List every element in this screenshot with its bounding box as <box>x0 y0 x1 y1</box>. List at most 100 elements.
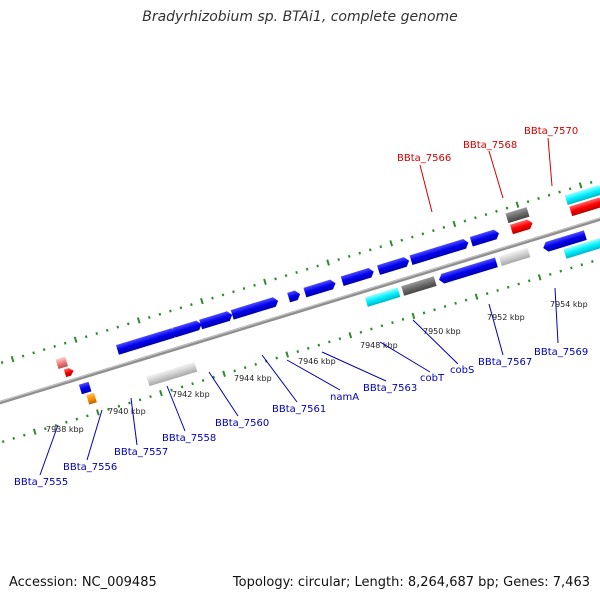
gene-feature[interactable] <box>230 296 280 320</box>
minor-tick <box>116 325 120 329</box>
minor-tick <box>559 269 563 273</box>
minor-tick <box>191 382 194 386</box>
minor-tick <box>359 330 363 334</box>
gene-label-lower[interactable]: BBta_7555 <box>14 477 68 488</box>
major-tick <box>73 336 78 343</box>
minor-tick <box>463 219 467 223</box>
gene-feature[interactable] <box>146 362 198 387</box>
gene-feature[interactable] <box>115 327 178 355</box>
gene-feature[interactable] <box>364 287 401 307</box>
gene-feature[interactable] <box>409 238 470 265</box>
leader-line <box>166 385 186 432</box>
gene-feature[interactable] <box>303 279 337 298</box>
gene-label-lower[interactable]: BBta_7558 <box>162 433 216 444</box>
minor-tick <box>347 254 351 258</box>
major-tick <box>452 220 457 228</box>
minor-tick <box>211 296 214 300</box>
gene-feature[interactable] <box>498 247 531 266</box>
gene-label-lower[interactable]: BBta_7561 <box>272 404 326 415</box>
minor-tick <box>44 427 47 431</box>
genome-summary: Topology: circular; Length: 8,264,687 bp… <box>232 575 590 590</box>
gene-label-lower[interactable]: BBta_7563 <box>363 383 417 394</box>
gene-feature[interactable] <box>438 257 498 285</box>
gene-label-lower[interactable]: cobS <box>450 365 474 376</box>
major-tick <box>389 240 394 247</box>
leader-line <box>86 409 103 461</box>
minor-tick <box>495 209 498 213</box>
gene-label-upper[interactable]: BBta_7568 <box>463 140 517 151</box>
accession-text: Accession: NC_009485 <box>9 575 157 590</box>
minor-tick <box>243 366 247 370</box>
minor-tick <box>505 206 509 210</box>
major-tick <box>159 389 163 397</box>
kbp-label: 7938 kbp <box>46 425 84 434</box>
gene-feature[interactable] <box>63 367 75 378</box>
minor-tick <box>380 324 384 328</box>
gene-label-lower[interactable]: cobT <box>420 373 445 384</box>
gene-label-lower[interactable]: BBta_7567 <box>478 357 532 368</box>
minor-tick <box>232 290 235 294</box>
gene-feature[interactable] <box>505 207 530 224</box>
gene-label-lower[interactable]: namA <box>330 392 359 403</box>
leader-line <box>286 359 341 391</box>
genome-track <box>0 103 600 444</box>
major-tick <box>348 332 353 339</box>
minor-tick <box>233 369 236 373</box>
gene-label-lower[interactable]: BBta_7557 <box>114 447 168 458</box>
leader-line <box>554 287 559 344</box>
minor-tick <box>368 248 372 252</box>
minor-tick <box>484 213 488 217</box>
major-tick <box>474 293 479 300</box>
minor-tick <box>338 337 342 341</box>
gene-feature[interactable] <box>78 381 92 395</box>
genome-title: Bradyrhizobium sp. BTAi1, complete genom… <box>142 9 458 25</box>
minor-tick <box>442 225 446 229</box>
minor-tick <box>126 322 130 326</box>
gene-feature[interactable] <box>287 289 301 303</box>
minor-tick <box>433 308 436 312</box>
gene-feature[interactable] <box>542 230 587 252</box>
gene-feature[interactable] <box>172 319 203 338</box>
gene-feature[interactable] <box>401 276 437 296</box>
leader-line <box>547 137 553 187</box>
gene-feature[interactable] <box>340 267 375 287</box>
gene-feature[interactable] <box>55 356 69 370</box>
minor-tick <box>358 251 362 255</box>
minor-tick <box>421 232 425 236</box>
minor-tick <box>337 258 341 262</box>
minor-tick <box>317 343 321 347</box>
gene-feature[interactable] <box>564 184 600 205</box>
gene-label-upper[interactable]: BBta_7566 <box>397 153 451 164</box>
gene-feature[interactable] <box>563 238 600 259</box>
gene-feature[interactable] <box>509 218 534 235</box>
gene-label-lower[interactable]: BBta_7569 <box>534 347 588 358</box>
kbp-label: 7950 kbp <box>423 327 461 336</box>
minor-tick <box>569 266 573 270</box>
leader-line <box>208 371 239 417</box>
minor-tick <box>180 385 184 389</box>
leader-line <box>39 424 59 476</box>
minor-tick <box>179 306 183 310</box>
major-tick <box>411 312 416 320</box>
minor-tick <box>464 298 468 302</box>
minor-tick <box>86 414 89 418</box>
gene-label-upper[interactable]: BBta_7570 <box>524 126 578 137</box>
minor-tick <box>296 350 300 354</box>
gene-feature[interactable] <box>86 392 97 405</box>
leader-line <box>488 150 504 199</box>
gene-feature[interactable] <box>199 310 233 330</box>
gene-feature[interactable] <box>569 196 600 217</box>
minor-tick <box>274 277 277 281</box>
gene-label-lower[interactable]: BBta_7560 <box>215 418 269 429</box>
gene-feature[interactable] <box>469 229 501 247</box>
leader-line <box>261 354 298 403</box>
leader-line <box>412 319 459 365</box>
major-tick <box>32 428 37 435</box>
minor-tick <box>517 282 521 286</box>
minor-tick <box>221 293 225 297</box>
minor-tick <box>65 420 68 424</box>
gene-label-lower[interactable]: BBta_7556 <box>63 462 117 473</box>
gene-labels: BBta_7566 BBta_7568 BBta_7570 BBta_7555 … <box>14 126 588 488</box>
gene-feature[interactable] <box>377 256 411 275</box>
minor-tick <box>158 312 162 316</box>
